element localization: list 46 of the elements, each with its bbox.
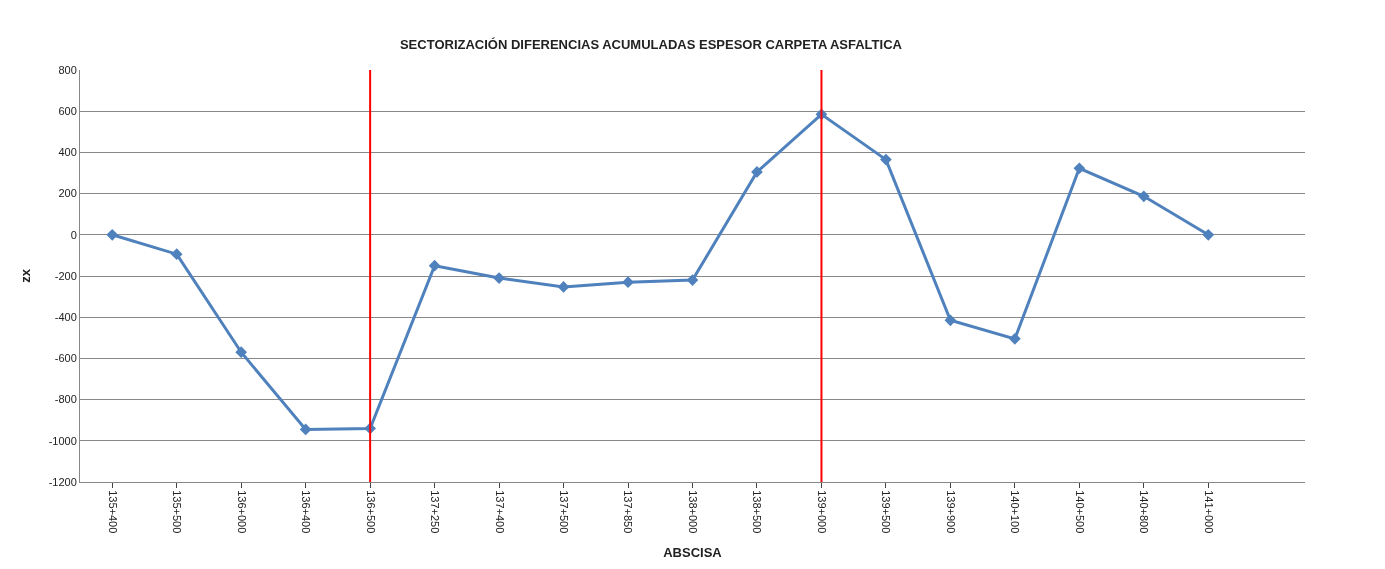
x-tick-label: 140+800 xyxy=(1138,490,1151,534)
x-tick-label: 140+100 xyxy=(1009,490,1022,534)
x-tick-label: 137+500 xyxy=(557,490,570,534)
x-tick-label: 136+500 xyxy=(364,490,377,534)
y-tick-label: 800 xyxy=(58,63,77,76)
y-tick-label: 400 xyxy=(58,146,77,159)
x-tick-label: 141+000 xyxy=(1202,490,1215,534)
x-tick-label: 137+250 xyxy=(429,490,442,534)
y-tick-label: -200 xyxy=(54,269,77,282)
x-tick-label: 139+900 xyxy=(944,490,957,534)
x-tick-label: 138+000 xyxy=(686,490,699,534)
x-tick-label: 137+850 xyxy=(622,490,635,534)
chart-title: SECTORIZACIÓN DIFERENCIAS ACUMULADAS ESPESOR CARPETA ASFALTICA xyxy=(399,36,903,52)
point xyxy=(299,423,312,436)
point xyxy=(170,248,183,261)
point xyxy=(1137,190,1150,203)
point xyxy=(235,346,248,359)
x-tick-label: 137+400 xyxy=(493,490,506,534)
y-tick-label: 600 xyxy=(58,105,77,118)
y-tick-label: -400 xyxy=(54,311,77,324)
x-tick-label: 136+000 xyxy=(235,490,248,534)
point xyxy=(1073,162,1086,175)
point xyxy=(1202,228,1215,241)
y-tick-label: -1200 xyxy=(48,475,77,488)
point xyxy=(1009,332,1021,345)
point xyxy=(428,259,441,272)
x-tick-label: 135+400 xyxy=(106,490,119,534)
y-tick-label: -800 xyxy=(54,393,77,406)
x-axis-title: ABSCISA xyxy=(663,544,723,560)
y-tick-label: -1000 xyxy=(48,434,77,447)
y-tick-label: 0 xyxy=(70,228,77,241)
x-tick-label: 139+500 xyxy=(880,490,893,534)
x-tick-label: 136+400 xyxy=(300,490,313,534)
x-tick-label: 138+500 xyxy=(751,490,764,534)
point xyxy=(880,153,892,166)
point xyxy=(622,276,634,289)
y-axis-title: zx xyxy=(17,268,33,283)
x-tick-label: 139+000 xyxy=(815,490,828,534)
y-tick-label: -600 xyxy=(54,352,77,365)
x-tick-label: 135+500 xyxy=(171,490,184,534)
point xyxy=(557,281,570,293)
point xyxy=(944,314,957,327)
point xyxy=(686,274,699,286)
point xyxy=(106,228,119,241)
y-tick-label: 200 xyxy=(58,187,77,200)
x-tick-label: 140+500 xyxy=(1073,490,1086,534)
